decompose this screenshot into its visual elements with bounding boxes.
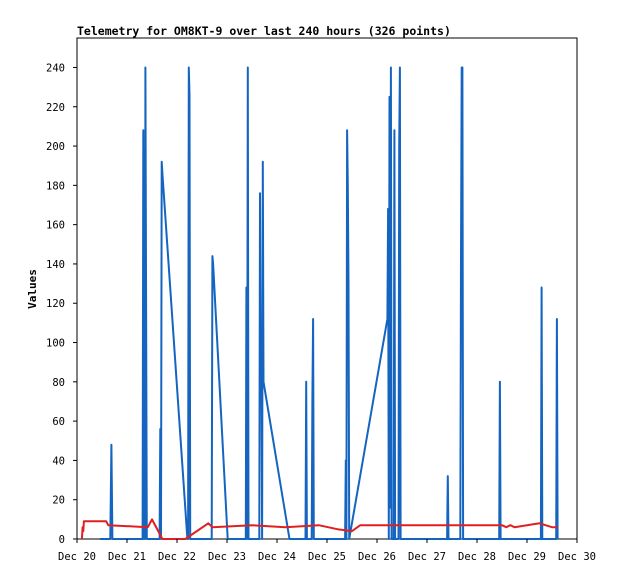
plot-frame — [76, 37, 578, 540]
y-tick-label: 240 — [46, 62, 65, 74]
y-tick-label: 100 — [46, 338, 65, 350]
y-tick-label: 160 — [46, 220, 65, 232]
y-tick-label: 0 — [59, 534, 65, 546]
x-tick-label: Dec 22 — [158, 551, 196, 563]
x-axis: Dec 20 Dec 21 Dec 22 Dec 23 Dec 24 Dec 25 Dec … — [58, 539, 596, 563]
y-tick-label: 80 — [52, 377, 65, 389]
x-tick-label: Dec 27 — [408, 551, 446, 563]
y-tick-label: 180 — [46, 180, 65, 192]
series-line-1 — [99, 66, 559, 540]
y-tick-label: 40 — [52, 455, 65, 467]
x-tick-label: Dec 21 — [108, 551, 146, 563]
y-tick-label: 60 — [52, 416, 65, 428]
chart-title: Telemetry for OM8KT-9 over last 240 hour… — [77, 24, 451, 38]
x-tick-label: Dec 29 — [508, 551, 546, 563]
y-tick-label: 120 — [46, 298, 65, 310]
series-line-2 — [80, 518, 558, 540]
x-tick-label: Dec 28 — [458, 551, 496, 563]
x-tick-label: Dec 23 — [208, 551, 246, 563]
series-layer — [80, 66, 559, 540]
y-tick-label: 220 — [46, 102, 65, 114]
y-tick-label: 140 — [46, 259, 65, 271]
x-tick-label: Dec 20 — [58, 551, 96, 563]
x-tick-label: Dec 24 — [258, 551, 296, 563]
y-axis: 0 20 40 60 80 100 120 140 160 180 200 220 240 — [46, 62, 77, 546]
y-axis-label: Values — [26, 269, 39, 309]
y-tick-label: 20 — [52, 495, 65, 507]
x-tick-label: Dec 30 — [558, 551, 596, 563]
x-tick-label: Dec 25 — [308, 551, 346, 563]
y-tick-label: 200 — [46, 141, 65, 153]
x-tick-label: Dec 26 — [358, 551, 396, 563]
